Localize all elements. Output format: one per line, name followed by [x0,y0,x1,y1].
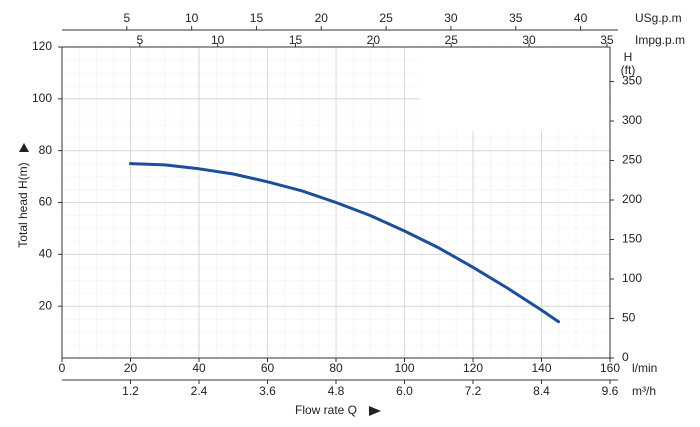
x-tick-label: 1.2 [122,384,139,398]
x-tick-label: 60 [261,361,275,375]
x-tick-label: 30 [522,33,536,47]
axis-unit: Impg.p.m [635,33,685,47]
axis-unit: USg.p.m [635,11,682,25]
y2-tick-label: 150 [622,232,642,246]
y2-tick-label: 200 [622,192,642,206]
blank-area [420,48,609,131]
y2-tick-label: 250 [622,153,642,167]
y2-tick-label: 300 [622,113,642,127]
x-tick-label: 25 [379,11,393,25]
x-tick-label: 40 [574,11,588,25]
x-tick-label: 10 [185,11,199,25]
curve [129,162,561,324]
x-tick-label: 30 [444,11,458,25]
x-tick-label: 0 [59,361,66,375]
x-tick-label: 35 [509,11,523,25]
x-tick-label: 20 [367,33,381,47]
x-tick-label: 2.4 [191,384,208,398]
x-tick-label: 9.6 [602,384,619,398]
arrow [19,143,29,152]
x-axis-title: Flow rate Q [295,403,357,417]
y2-tick-label: 100 [622,271,642,285]
x-tick-label: 140 [531,361,551,375]
y2-tick-label: 50 [622,311,636,325]
x-tick-label: 5 [123,11,130,25]
plot-frame [61,46,611,359]
y-tick-label: 40 [39,247,53,261]
x-tick-label: 7.2 [465,384,482,398]
x-tick-label: 20 [315,11,329,25]
x-unit: l/min [632,361,657,375]
x-tick-label: 10 [211,33,225,47]
x-tick-label: 5 [136,33,143,47]
y2-axis-title: (ft) [621,63,636,77]
x-tick-label: 80 [329,361,343,375]
x-tick-label: 4.8 [328,384,345,398]
arrow [369,406,381,416]
y-tick-label: 100 [32,91,52,105]
x-tick-label: 8.4 [533,384,550,398]
x-tick-label: 20 [124,361,138,375]
x-tick-label: 120 [463,361,483,375]
x-tick-label: 100 [394,361,414,375]
y-axis-title: Total head H(m) [16,162,30,247]
x-tick-label: 160 [600,361,620,375]
y2-tick-label: 350 [622,74,642,88]
x-tick-label: 35 [600,33,614,47]
y2-axis-title: H [624,50,633,64]
x-tick-label: 25 [445,33,459,47]
marks [129,162,561,324]
x-tick-label: 15 [289,33,303,47]
y-tick-label: 60 [39,195,53,209]
y-tick-label: 20 [39,298,53,312]
axis-unit: m³/h [632,384,656,398]
y-tick-label: 120 [32,39,52,53]
y-tick-label: 80 [39,143,53,157]
y2-tick-label: 0 [622,350,629,364]
x-tick-label: 3.6 [259,384,276,398]
x-tick-label: 40 [192,361,206,375]
x-tick-label: 15 [250,11,264,25]
x-tick-label: 6.0 [396,384,413,398]
